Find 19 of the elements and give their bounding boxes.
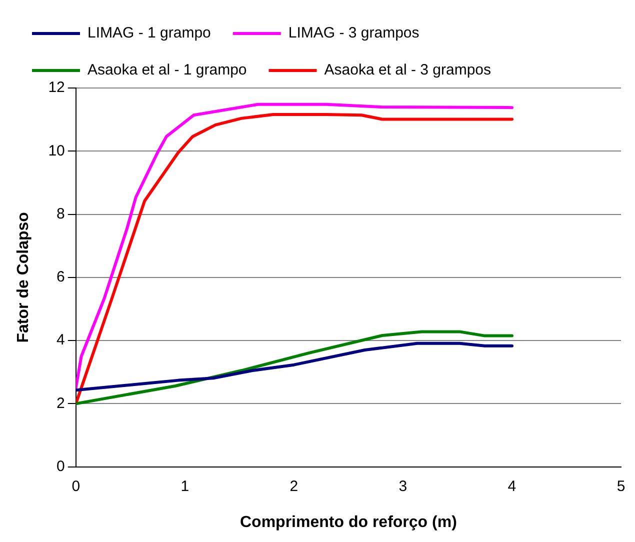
y-tick-label: 2 (56, 394, 65, 412)
y-tick-label: 4 (56, 332, 65, 349)
y-tick-label: 6 (56, 268, 65, 286)
x-tick-label: 0 (72, 478, 80, 495)
y-tick-label: 0 (56, 458, 65, 475)
y-axis-title: Fator de Colapso (15, 212, 32, 343)
x-tick-label: 5 (616, 478, 626, 495)
y-tick-label: 10 (48, 142, 65, 160)
legend-label: LIMAG - 3 grampos (288, 24, 420, 42)
x-tick-label: 2 (290, 478, 298, 495)
y-tick-label: 8 (56, 205, 65, 222)
legend-label: Asaoka et al - 1 grampo (88, 62, 247, 79)
y-tick-label: 12 (48, 79, 65, 96)
legend-label: Asaoka et al - 3 grampos (324, 62, 492, 79)
x-tick-label: 3 (398, 478, 408, 495)
legend-label: LIMAG - 1 grampo (88, 24, 211, 42)
x-axis-title: Comprimento do reforço (m) (240, 514, 457, 531)
x-tick-label: 1 (180, 478, 190, 495)
x-tick-label: 4 (508, 478, 516, 495)
